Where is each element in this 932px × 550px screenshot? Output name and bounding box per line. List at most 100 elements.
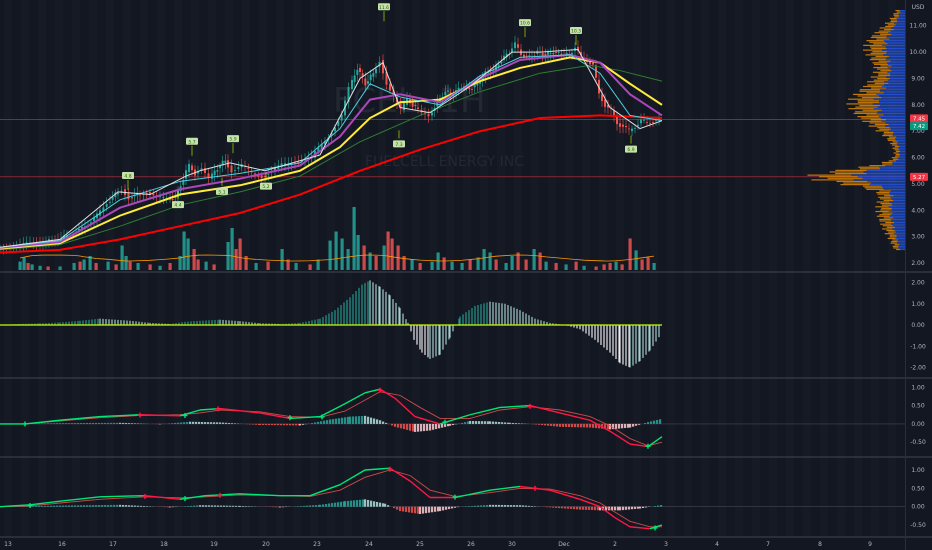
volume-profile-down xyxy=(863,44,882,46)
candle-body xyxy=(628,128,630,130)
volume-profile-up xyxy=(892,161,905,164)
volume-profile-down xyxy=(893,247,899,249)
candle-body xyxy=(495,65,497,71)
oscillator-3-histogram-bar xyxy=(657,505,660,507)
oscillator-2-histogram-bar xyxy=(461,422,464,424)
volume-profile-up xyxy=(890,190,905,192)
oscillator-panel-2[interactable]: 1.00 0.50 0.00 -0.50 xyxy=(0,384,926,449)
volume-bar xyxy=(136,263,140,270)
volume-profile-down xyxy=(819,176,858,178)
volume-profile-up xyxy=(853,179,905,181)
volume-profile-up xyxy=(897,157,905,159)
oscillator-3-histogram-bar xyxy=(480,505,483,507)
volume-profile-up xyxy=(899,244,905,246)
oscillator-panel-1[interactable]: 2.00 1.00 0.00 -1.00 -2.00 xyxy=(0,280,926,372)
volume-profile-up xyxy=(879,104,905,107)
oscillator-3-histogram-bar xyxy=(605,506,608,511)
oscillator-2-histogram-bar xyxy=(452,423,455,426)
volume-profile-up xyxy=(889,215,905,217)
oscillator-3-fast-line-segment xyxy=(144,494,181,501)
oscillator-2-histogram-bar xyxy=(277,423,280,426)
volume-profile-down xyxy=(880,70,892,72)
volume-profile-down xyxy=(893,152,899,154)
candle-body xyxy=(592,62,594,65)
oscillator-2-histogram-bar xyxy=(656,419,659,424)
candle-body xyxy=(616,116,618,125)
volume-profile-down xyxy=(880,33,892,35)
volume-profile-up xyxy=(890,128,905,130)
volume-profile-down xyxy=(879,27,892,29)
volume-profile-down xyxy=(876,38,890,40)
volume-profile-down xyxy=(853,112,877,115)
volume-profile-down xyxy=(861,96,882,99)
oscillator-3-histogram-bar xyxy=(614,506,617,511)
volume-profile-down xyxy=(882,163,893,165)
swing-tag-box xyxy=(122,172,134,180)
volume-profile-down xyxy=(866,188,884,190)
volume-profile-up xyxy=(894,229,905,232)
volume-profile-up xyxy=(862,177,905,179)
volume-profile-up xyxy=(896,142,905,145)
oscillator-3-fast-line-segment xyxy=(389,467,411,482)
volume-profile-down xyxy=(848,98,874,100)
oscillator-2-histogram-bar xyxy=(41,423,44,424)
oscillator-2-histogram-bar xyxy=(414,423,417,432)
oscillator-2-histogram-bar xyxy=(344,417,347,424)
background-stripe xyxy=(140,0,148,536)
oscillator-2-histogram-bar xyxy=(504,422,507,424)
oscillator-3-histogram-bar xyxy=(564,506,567,509)
oscillator-3-histogram-bar xyxy=(279,506,282,508)
oscillator-3-histogram-bar xyxy=(337,502,340,507)
swing-tag-box xyxy=(216,187,228,195)
price-label-box xyxy=(910,122,928,131)
oscillator-2-histogram-bar xyxy=(403,423,406,430)
oscillator-2-histogram-bar xyxy=(391,423,394,426)
oscillator-2-axis[interactable]: 1.00 0.50 0.00 -0.50 xyxy=(910,384,926,446)
oscillator-3-axis[interactable]: 1.00 0.50 0.00 -0.50 xyxy=(910,467,926,529)
candle-body xyxy=(90,222,92,224)
oscillator-2-histogram-bar xyxy=(449,423,452,426)
volume-bar xyxy=(386,231,390,270)
oscillator-1-axis[interactable]: 2.00 1.00 0.00 -1.00 -2.00 xyxy=(910,280,926,372)
oscillator-1-tick-label: 0.00 xyxy=(911,322,925,329)
oscillator-3-histogram-bar xyxy=(431,506,434,513)
background-stripe xyxy=(446,0,454,536)
volume-profile-down xyxy=(877,68,890,70)
price-axis[interactable]: 11.00 10.00 9.00 8.00 7.00 6.00 5.00 4.00 3.00 2.… xyxy=(909,23,928,267)
oscillator-2-histogram-bar xyxy=(535,423,538,425)
volume-profile-up xyxy=(885,122,905,124)
oscillator-2-histogram-bar xyxy=(80,423,83,424)
candle-body xyxy=(503,55,505,61)
volume-profile-up xyxy=(900,248,905,251)
oscillator-panel-3[interactable]: 1.00 0.50 0.00 -0.50 xyxy=(0,466,926,531)
price-panel[interactable]: FCEL, 1H FUELCELL ENERGY INC 11.610.610.… xyxy=(0,3,928,270)
oscillator-2-content xyxy=(0,387,905,449)
oscillator-2-fast-line-segment xyxy=(24,419,61,425)
candle-body xyxy=(655,119,657,121)
oscillator-3-histogram-bar xyxy=(546,506,549,508)
oscillator-2-histogram-bar xyxy=(56,423,59,424)
volume-profile-down xyxy=(887,237,896,240)
volume-profile-down xyxy=(870,52,887,54)
oscillator-2-histogram-bar xyxy=(618,423,621,429)
oscillator-3-histogram-bar xyxy=(95,505,98,507)
volume-profile-down xyxy=(869,41,886,43)
candle-body xyxy=(204,168,206,173)
oscillator-2-histogram-bar xyxy=(518,423,521,424)
volume-bar xyxy=(564,264,568,270)
time-axis[interactable]: 13 16 17 18 19 20 23 24 25 26 30 Dec 2 3 4 7 8 9 xyxy=(4,541,872,548)
oscillator-3-tick-label: -0.50 xyxy=(910,522,926,529)
oscillator-2-histogram-bar xyxy=(565,423,568,427)
volume-profile-up xyxy=(877,111,905,113)
price-label-box xyxy=(910,172,928,181)
oscillator-3-tick-label: 0.00 xyxy=(911,504,925,511)
oscillator-2-histogram-bar xyxy=(71,423,74,424)
volume-profile-up xyxy=(899,16,905,18)
oscillator-2-histogram-bar xyxy=(426,423,429,431)
moving-average-line xyxy=(0,56,663,250)
oscillator-3-histogram-bar xyxy=(113,504,116,507)
volume-profile-down xyxy=(886,226,895,228)
oscillator-1-tick-label: -1.00 xyxy=(910,343,926,350)
